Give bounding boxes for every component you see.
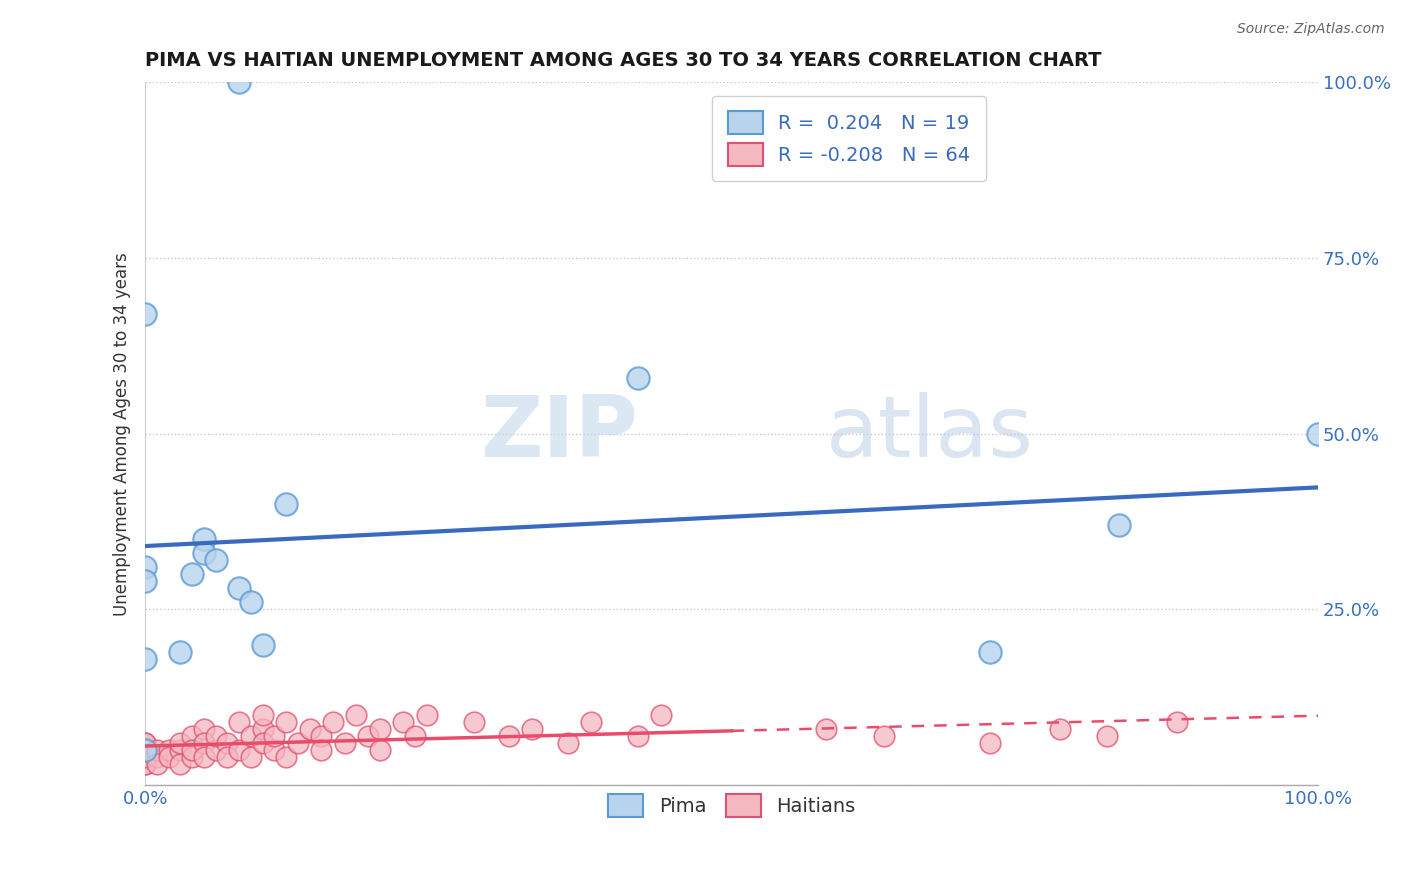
Point (181, 743, 204, 757)
Point (416, 707, 439, 722)
Point (134, 750, 156, 764)
Point (181, 750, 204, 764)
Point (239, 595, 262, 609)
Point (274, 750, 297, 764)
Point (134, 743, 156, 757)
Point (368, 743, 391, 757)
Point (333, 736, 356, 750)
Point (193, 722, 215, 736)
Point (344, 707, 367, 722)
Point (252, 707, 274, 722)
Point (309, 729, 332, 743)
Point (134, 743, 156, 757)
Point (357, 729, 380, 743)
Point (134, 757, 156, 772)
Point (193, 750, 215, 764)
Point (274, 714, 297, 729)
Point (873, 729, 896, 743)
Point (979, 644, 1001, 658)
Point (309, 743, 332, 757)
Point (1049, 722, 1071, 736)
Point (1108, 518, 1130, 533)
Point (1166, 714, 1188, 729)
Point (193, 546, 215, 560)
Point (498, 729, 520, 743)
Point (157, 743, 180, 757)
Point (557, 736, 579, 750)
Point (814, 722, 837, 736)
Point (463, 714, 485, 729)
Point (239, 729, 262, 743)
Point (146, 757, 169, 772)
Point (404, 729, 426, 743)
Point (274, 497, 297, 511)
Point (181, 567, 204, 582)
Point (134, 750, 156, 764)
Point (204, 743, 226, 757)
Point (392, 714, 415, 729)
Point (217, 750, 239, 764)
Point (134, 743, 156, 757)
Point (263, 729, 285, 743)
Point (146, 750, 169, 764)
Point (627, 729, 650, 743)
Point (169, 736, 191, 750)
Point (169, 743, 191, 757)
Point (368, 722, 391, 736)
Text: PIMA VS HAITIAN UNEMPLOYMENT AMONG AGES 30 TO 34 YEARS CORRELATION CHART: PIMA VS HAITIAN UNEMPLOYMENT AMONG AGES … (145, 51, 1102, 70)
Point (134, 743, 156, 757)
Point (228, 582, 250, 596)
Point (1095, 729, 1118, 743)
Point (522, 722, 544, 736)
Point (134, 574, 156, 589)
Text: atlas: atlas (825, 392, 1033, 475)
Point (287, 736, 309, 750)
Point (134, 736, 156, 750)
Point (134, 560, 156, 574)
Text: Source: ZipAtlas.com: Source: ZipAtlas.com (1237, 22, 1385, 37)
Point (228, 75, 250, 89)
Point (181, 729, 204, 743)
Point (134, 651, 156, 665)
Point (979, 736, 1001, 750)
Point (252, 736, 274, 750)
Point (193, 736, 215, 750)
Legend: Pima, Haitians: Pima, Haitians (600, 787, 863, 824)
Point (239, 750, 262, 764)
Point (228, 714, 250, 729)
Point (298, 722, 321, 736)
Text: ZIP: ZIP (479, 392, 638, 475)
Point (146, 743, 169, 757)
Point (579, 714, 602, 729)
Point (134, 757, 156, 772)
Point (217, 736, 239, 750)
Point (228, 743, 250, 757)
Point (627, 370, 650, 384)
Point (650, 707, 672, 722)
Point (204, 729, 226, 743)
Point (1308, 426, 1330, 441)
Point (134, 736, 156, 750)
Point (263, 743, 285, 757)
Point (169, 644, 191, 658)
Point (322, 714, 344, 729)
Point (252, 722, 274, 736)
Point (204, 553, 226, 567)
Point (252, 638, 274, 652)
Point (134, 307, 156, 321)
Point (193, 532, 215, 546)
Point (157, 750, 180, 764)
Y-axis label: Unemployment Among Ages 30 to 34 years: Unemployment Among Ages 30 to 34 years (114, 252, 131, 615)
Point (169, 757, 191, 772)
